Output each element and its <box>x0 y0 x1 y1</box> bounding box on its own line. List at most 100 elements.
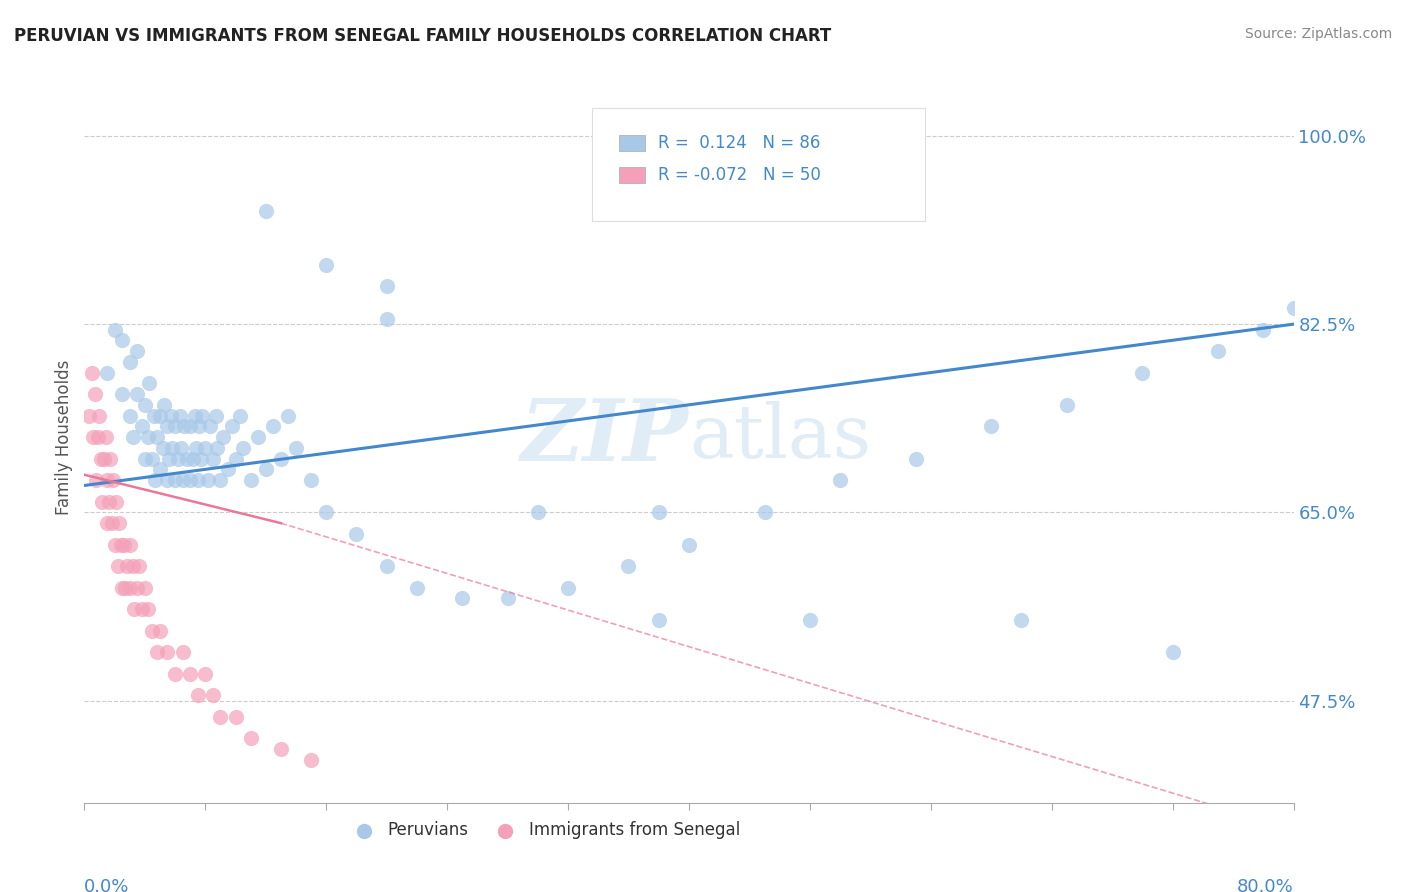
Point <box>104 322 127 336</box>
Point <box>270 742 292 756</box>
Point <box>134 398 156 412</box>
Point <box>97 494 120 508</box>
Point <box>299 753 322 767</box>
Point <box>91 494 114 508</box>
Point <box>232 441 254 455</box>
Point <box>159 409 181 423</box>
Point <box>84 387 107 401</box>
Point <box>254 462 277 476</box>
Point <box>212 430 235 444</box>
Point <box>221 419 243 434</box>
Text: 0.0%: 0.0% <box>84 878 129 892</box>
Point <box>108 516 131 530</box>
Point <box>96 366 118 380</box>
Point <box>375 311 398 326</box>
Point <box>1282 301 1305 315</box>
Point <box>201 688 224 702</box>
Point <box>209 710 232 724</box>
Point <box>1130 366 1153 380</box>
Point <box>225 710 247 724</box>
Point <box>270 451 292 466</box>
Point <box>138 376 160 391</box>
Point <box>617 559 640 574</box>
Y-axis label: Family Households: Family Households <box>55 359 73 515</box>
FancyBboxPatch shape <box>619 167 645 183</box>
Point <box>89 409 111 423</box>
Point <box>100 516 122 530</box>
Point <box>96 473 118 487</box>
Point <box>149 624 172 638</box>
Point <box>111 581 134 595</box>
Point <box>121 559 143 574</box>
Text: atlas: atlas <box>689 401 872 474</box>
Point <box>1056 398 1078 412</box>
Point <box>122 602 145 616</box>
Point <box>648 613 671 627</box>
Point <box>451 591 474 606</box>
Point <box>1403 236 1406 251</box>
Point <box>170 441 193 455</box>
Point <box>111 333 134 347</box>
Point <box>114 581 136 595</box>
Text: R = -0.072   N = 50: R = -0.072 N = 50 <box>658 166 820 185</box>
Point <box>101 473 124 487</box>
Point <box>239 473 262 487</box>
Point <box>112 538 135 552</box>
Legend: Peruvians, Immigrants from Senegal: Peruvians, Immigrants from Senegal <box>342 814 747 846</box>
Point <box>648 505 671 519</box>
Text: Source: ZipAtlas.com: Source: ZipAtlas.com <box>1244 27 1392 41</box>
FancyBboxPatch shape <box>592 108 925 221</box>
Point <box>152 441 174 455</box>
Point <box>904 451 927 466</box>
Point <box>188 419 211 434</box>
Point <box>1313 279 1336 293</box>
Point <box>107 559 129 574</box>
Point <box>198 419 221 434</box>
Point <box>156 419 179 434</box>
Point <box>315 505 337 519</box>
Point <box>375 559 398 574</box>
Point <box>179 473 201 487</box>
Point <box>157 451 180 466</box>
Point <box>131 419 153 434</box>
Point <box>187 473 209 487</box>
Text: R =  0.124   N = 86: R = 0.124 N = 86 <box>658 134 820 152</box>
Point <box>80 366 103 380</box>
Point <box>181 451 204 466</box>
Point <box>110 538 132 552</box>
Point <box>165 666 187 681</box>
Point <box>156 645 179 659</box>
Point <box>160 441 183 455</box>
Point <box>217 462 239 476</box>
Point <box>194 666 217 681</box>
Point <box>980 419 1002 434</box>
Point <box>121 430 143 444</box>
Point <box>149 409 172 423</box>
Point <box>406 581 429 595</box>
Point <box>82 430 104 444</box>
Point <box>205 409 228 423</box>
Point <box>194 441 217 455</box>
Point <box>167 451 190 466</box>
Point <box>105 494 128 508</box>
Point <box>557 581 579 595</box>
Point <box>254 204 277 219</box>
Point <box>127 387 149 401</box>
Point <box>346 527 368 541</box>
Point <box>118 409 141 423</box>
Text: ZIP: ZIP <box>522 395 689 479</box>
Point <box>1206 344 1229 359</box>
Point <box>77 409 100 423</box>
Point <box>277 409 299 423</box>
Point <box>146 430 169 444</box>
Point <box>830 473 852 487</box>
Point <box>1358 258 1381 272</box>
Point <box>118 581 141 595</box>
Point <box>118 355 141 369</box>
Point <box>1011 613 1033 627</box>
Point <box>1253 322 1275 336</box>
Point <box>299 473 322 487</box>
Point <box>134 451 156 466</box>
Point <box>111 387 134 401</box>
Point <box>169 409 191 423</box>
